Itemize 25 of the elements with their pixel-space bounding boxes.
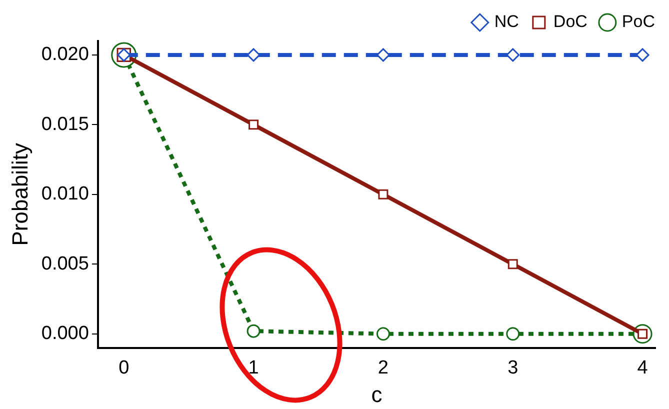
y-tick-label: 0.015 [41,114,89,135]
point [508,259,518,270]
point [376,327,390,341]
x-tick-label: 4 [637,357,648,378]
point [246,324,260,338]
point [246,48,260,62]
x-tick-label: 2 [378,357,388,378]
point [636,48,650,62]
y-axis-title: Probability [7,143,32,246]
y-tick-label: 0.005 [41,253,89,274]
legend-label: DoC [553,12,588,32]
x-tick-label: 3 [508,357,518,378]
point [378,189,388,200]
point [376,48,390,62]
point [248,120,259,130]
x-axis-title: c [371,382,382,407]
point [506,48,520,62]
y-tick-label: 0.020 [41,44,89,66]
x-tick-label: 1 [248,357,259,378]
x-tick-label: 0 [118,357,130,378]
legend-label: NC [494,12,519,32]
legend-label: PoC [622,12,656,32]
y-tick-label: 0.010 [41,184,89,205]
y-tick-label: 0.000 [41,323,89,344]
point [506,327,520,341]
